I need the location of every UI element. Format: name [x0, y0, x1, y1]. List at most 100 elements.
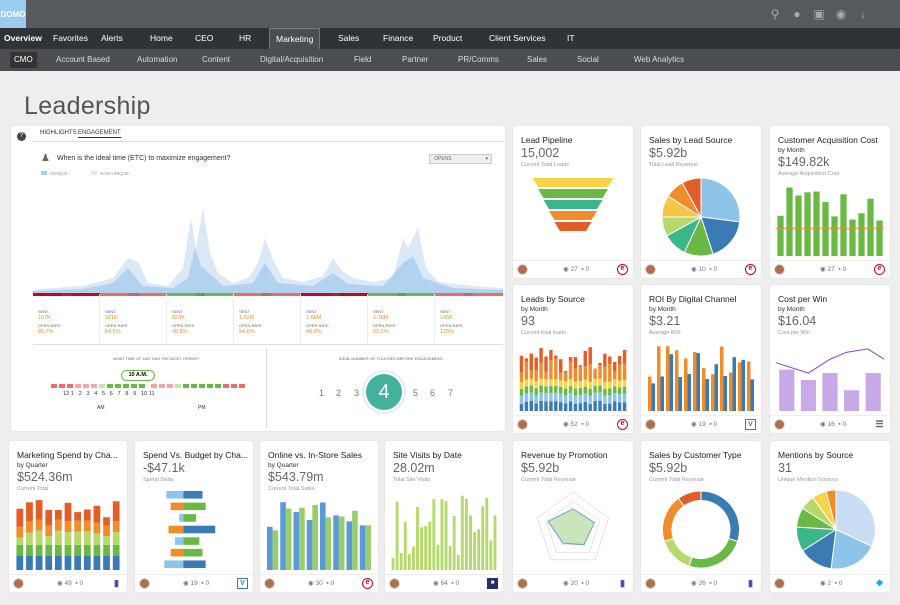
card-mentions-by-source[interactable]: Mentions by Source 31 Unique Mention Sourc…: [770, 441, 890, 592]
bar-segment: [93, 522, 101, 534]
bar-segment: [519, 372, 524, 383]
subnav-account-based[interactable]: Account Based: [56, 55, 110, 64]
avatar[interactable]: [264, 578, 275, 589]
nav-ceo[interactable]: CEO: [195, 33, 214, 43]
subnav-partner[interactable]: Partner: [402, 55, 429, 64]
nav-favorites[interactable]: Favorites: [53, 33, 88, 43]
card-chart[interactable]: [647, 174, 755, 256]
checklist-icon[interactable]: ▣: [813, 7, 825, 21]
card-chart[interactable]: [266, 498, 372, 570]
card-chart[interactable]: [15, 498, 121, 570]
avatar[interactable]: [645, 578, 656, 589]
funnel-segment: [538, 189, 608, 198]
card-revenue-by-promotion[interactable]: Revenue by Promotion $5.92b Current Total …: [513, 441, 633, 592]
subnav-field[interactable]: Field: [354, 55, 372, 64]
help-icon[interactable]: ?: [17, 132, 26, 141]
avatar[interactable]: [774, 264, 785, 275]
bar-segment: [35, 544, 43, 556]
nav-home[interactable]: Home: [150, 33, 173, 43]
avatar[interactable]: [645, 264, 656, 275]
bar-segment: [103, 555, 110, 570]
subnav-web-analytics[interactable]: Web Analytics: [634, 55, 685, 64]
card-chart[interactable]: [519, 489, 627, 570]
nav-alerts[interactable]: Alerts: [101, 33, 123, 43]
card-title[interactable]: Sales by Customer Type: [649, 450, 742, 460]
tab-highlights[interactable]: HIGHLIGHTS: [40, 130, 77, 136]
subnav-social[interactable]: Social: [577, 55, 599, 64]
card-lead-pipeline[interactable]: Lead Pipeline 15,002 Current Total Leads ◉ …: [513, 126, 633, 278]
domo-logo[interactable]: DOMO: [0, 0, 26, 28]
card-chart[interactable]: [776, 342, 884, 411]
subnav-content[interactable]: Content: [202, 55, 231, 64]
avatar[interactable]: [139, 578, 150, 589]
card-chart[interactable]: [776, 183, 884, 256]
card-chart[interactable]: [519, 174, 627, 256]
nav-client-services[interactable]: Client Services: [489, 33, 546, 43]
card-value: -$47.1k: [143, 461, 185, 475]
card-chart[interactable]: [776, 489, 884, 570]
avatar[interactable]: [13, 578, 24, 589]
subnav-digital[interactable]: Digital/Acquisition: [260, 55, 324, 64]
card-title[interactable]: Online vs. In-Store Sales: [268, 450, 363, 460]
avatar[interactable]: [517, 419, 528, 430]
card-title[interactable]: Leads by Source: [521, 294, 585, 304]
subnav-pr-comms[interactable]: PR/Comms: [458, 55, 499, 64]
card-leads-by-source[interactable]: Leads by Source by Month 93 Current total l…: [513, 285, 633, 433]
card-marketing-spend-by-cha[interactable]: Marketing Spend by Cha... by Quarter $524.…: [9, 441, 127, 592]
card-chart[interactable]: [647, 489, 755, 570]
nav-marketing[interactable]: Marketing: [269, 28, 321, 49]
card-title[interactable]: Customer Acquisition Cost: [778, 135, 878, 145]
card-title[interactable]: Site Visits by Date: [393, 450, 462, 460]
subnav-cmo[interactable]: CMO: [10, 52, 37, 68]
nav-it[interactable]: IT: [567, 33, 575, 43]
avatar[interactable]: [517, 578, 528, 589]
tab-engagement[interactable]: ENGAGEMENT: [78, 130, 121, 138]
nav-overview[interactable]: Overview: [4, 33, 42, 43]
card-title[interactable]: Spend Vs. Budget by Cha...: [143, 450, 248, 460]
card-customer-acquisition-cost[interactable]: Customer Acquisition Cost by Month $149.82…: [770, 126, 890, 278]
bar: [299, 507, 305, 570]
globe-icon[interactable]: ●: [793, 7, 801, 21]
card-sales-by-lead-source[interactable]: Sales by Lead Source $5.92b Total Lead Rev…: [641, 126, 761, 278]
bar-segment: [568, 401, 573, 411]
card-title[interactable]: Mentions by Source: [778, 450, 854, 460]
card-stats: ◉ 64 ▪ 0: [433, 579, 459, 587]
bar-segment: [16, 544, 24, 556]
card-title[interactable]: Lead Pipeline: [521, 135, 573, 145]
nav-product[interactable]: Product: [433, 33, 463, 43]
card-site-visits-by-date[interactable]: Site Visits by Date 28.02m Total Site Visi…: [385, 441, 503, 592]
card-title[interactable]: Revenue by Promotion: [521, 450, 608, 460]
card-chart[interactable]: [519, 342, 627, 411]
card-sales-by-customer-type[interactable]: Sales by Customer Type $5.92b Current Tota…: [641, 441, 761, 592]
card-chart[interactable]: [647, 342, 755, 411]
subnav-sales[interactable]: Sales: [527, 55, 548, 64]
nav-hr[interactable]: HR: [239, 33, 252, 43]
card-title[interactable]: Sales by Lead Source: [649, 135, 733, 145]
card-spend-vs-budget-by-cha[interactable]: Spend Vs. Budget by Cha... -$47.1k Spend D…: [135, 441, 253, 592]
bar: [399, 553, 403, 570]
search-icon[interactable]: ⚲: [770, 7, 780, 21]
card-subtitle: by Month: [778, 147, 805, 154]
nav-sales[interactable]: Sales: [338, 33, 360, 43]
avatar[interactable]: [645, 419, 656, 430]
avatar[interactable]: [774, 578, 785, 589]
card-title[interactable]: ROI By Digital Channel: [649, 294, 737, 304]
comment-icon: ▪: [75, 580, 78, 587]
bar: [183, 560, 206, 568]
bar-segment: [26, 502, 33, 522]
metric-dropdown[interactable]: OPENS ▾: [429, 154, 492, 164]
card-cost-per-win[interactable]: Cost per Win by Month $16.04 Cost per Win ◉ …: [770, 285, 890, 433]
card-chart[interactable]: [391, 489, 497, 570]
avatar[interactable]: [389, 578, 400, 589]
card-chart[interactable]: [141, 489, 247, 570]
card-online-vs-in-store-sales[interactable]: Online vs. In-Store Sales by Quarter $543.…: [260, 441, 378, 592]
card-title[interactable]: Cost per Win: [778, 294, 828, 304]
chat-icon[interactable]: ◉: [835, 7, 847, 21]
avatar[interactable]: [517, 264, 528, 275]
card-title[interactable]: Marketing Spend by Cha...: [17, 450, 118, 460]
nav-finance[interactable]: Finance: [383, 33, 414, 43]
download-icon[interactable]: ↓: [860, 7, 866, 21]
avatar[interactable]: [774, 419, 785, 430]
subnav-automation[interactable]: Automation: [137, 55, 178, 64]
card-roi-by-digital-channel[interactable]: ROI By Digital Channel by Month $3.21 Avera…: [641, 285, 761, 433]
